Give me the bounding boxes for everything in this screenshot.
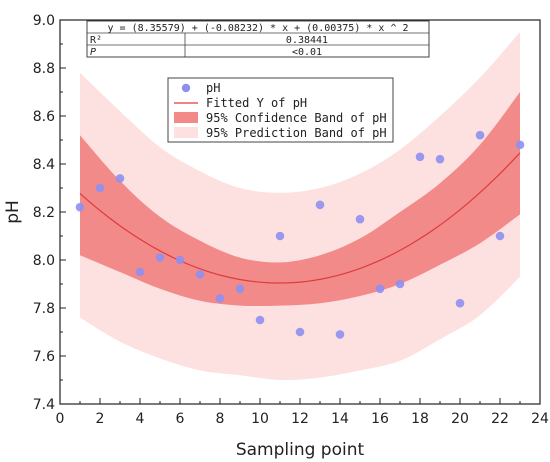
x-tick-label: 10 xyxy=(251,411,269,427)
data-point xyxy=(235,284,245,294)
data-point xyxy=(255,315,265,325)
data-point xyxy=(395,279,405,289)
data-point xyxy=(355,214,365,224)
data-point xyxy=(75,202,85,212)
legend: pH Fitted Y of pH 95% Confidence Band of… xyxy=(167,77,394,143)
data-point xyxy=(375,284,385,294)
y-tick-label: 8.2 xyxy=(33,205,55,221)
x-tick-label: 6 xyxy=(176,411,185,427)
x-tick-label: 20 xyxy=(451,411,469,427)
p-value: <0.01 xyxy=(292,47,322,58)
legend-label-fit: Fitted Y of pH xyxy=(206,96,307,110)
y-tick-label: 8.4 xyxy=(33,157,55,173)
y-tick-label: 8.6 xyxy=(33,109,55,125)
legend-label-prediction: 95% Prediction Band of pH xyxy=(206,126,387,140)
r2-value: 0.38441 xyxy=(286,35,328,46)
points-layer xyxy=(75,130,525,339)
fit-layer xyxy=(79,152,521,284)
x-tick-label: 2 xyxy=(96,411,105,427)
x-tick-label: 14 xyxy=(331,411,349,427)
legend-swatch-points xyxy=(181,83,191,93)
data-point xyxy=(475,130,485,140)
x-tick-label: 0 xyxy=(56,411,65,427)
data-point xyxy=(275,231,285,241)
legend-label-confidence: 95% Confidence Band of pH xyxy=(206,111,387,125)
y-tick-label: 7.4 xyxy=(33,397,55,413)
data-point xyxy=(135,267,145,277)
y-tick-label: 7.6 xyxy=(33,349,55,365)
legend-swatch-prediction xyxy=(174,127,198,138)
data-point xyxy=(115,174,125,183)
x-ticks: 0 2 4 6 8 10 12 14 16 18 20 22 24 xyxy=(56,398,549,427)
data-point xyxy=(315,200,325,210)
data-point xyxy=(415,152,425,162)
y-tick-label: 8.8 xyxy=(33,61,55,77)
x-tick-label: 24 xyxy=(531,411,549,427)
fit-equation: y = (8.35579) + (-0.08232) * x + (0.0037… xyxy=(107,23,408,34)
data-point xyxy=(335,330,345,339)
data-point xyxy=(175,255,185,265)
x-tick-label: 18 xyxy=(411,411,429,427)
x-tick-label: 16 xyxy=(371,411,389,427)
data-point xyxy=(495,231,505,241)
x-tick-label: 8 xyxy=(216,411,225,427)
p-label: P xyxy=(90,47,96,58)
r2-label: R² xyxy=(90,35,102,46)
x-axis-title: Sampling point xyxy=(236,440,365,460)
y-tick-label: 9.0 xyxy=(33,13,55,29)
stats-table: y = (8.35579) + (-0.08232) * x + (0.0037… xyxy=(86,20,430,58)
x-tick-label: 22 xyxy=(491,411,509,427)
y-tick-label: 7.8 xyxy=(33,301,55,317)
bands-layer xyxy=(80,32,520,381)
x-tick-label: 12 xyxy=(291,411,309,427)
data-point xyxy=(155,253,165,262)
x-tick-label: 4 xyxy=(136,411,145,427)
y-axis-title: pH xyxy=(3,200,23,224)
data-point xyxy=(215,294,225,303)
legend-swatch-confidence xyxy=(174,112,198,123)
confidence-band xyxy=(80,92,520,307)
data-point xyxy=(455,298,465,308)
data-point xyxy=(95,183,105,193)
data-point xyxy=(195,270,205,279)
data-point xyxy=(435,154,445,164)
y-tick-label: 8.0 xyxy=(33,253,55,269)
legend-label-points: pH xyxy=(206,81,220,95)
y-ticks: 7.4 7.6 7.8 8.0 8.2 8.4 8.6 8.8 9.0 xyxy=(33,13,66,413)
data-point xyxy=(515,140,525,150)
data-point xyxy=(295,327,305,337)
fit-line xyxy=(79,152,521,284)
